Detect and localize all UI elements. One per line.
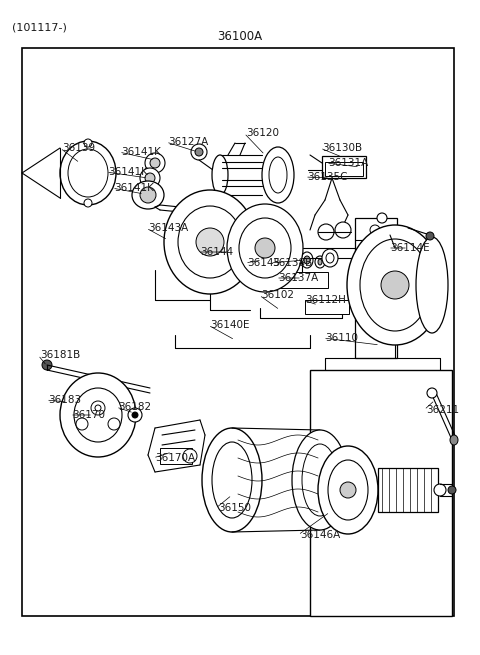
Ellipse shape (42, 360, 52, 370)
Bar (310, 370, 452, 616)
Text: 36120: 36120 (246, 128, 279, 138)
Text: 36112H: 36112H (305, 295, 346, 305)
Text: 36181B: 36181B (40, 350, 80, 360)
Ellipse shape (239, 218, 291, 278)
Ellipse shape (95, 405, 101, 411)
Ellipse shape (322, 249, 338, 267)
Ellipse shape (150, 158, 160, 168)
Ellipse shape (301, 252, 313, 268)
Text: 36170A: 36170A (155, 453, 195, 463)
Text: 36150: 36150 (218, 503, 251, 513)
Ellipse shape (427, 388, 437, 398)
Ellipse shape (60, 141, 116, 205)
Ellipse shape (318, 446, 378, 534)
Ellipse shape (164, 190, 256, 294)
Text: 36127A: 36127A (168, 137, 208, 147)
Ellipse shape (315, 256, 325, 268)
Bar (278, 272, 328, 288)
Ellipse shape (212, 155, 228, 195)
Ellipse shape (132, 412, 138, 418)
Ellipse shape (448, 486, 456, 494)
Text: (101117-): (101117-) (12, 22, 67, 32)
Text: 36144: 36144 (200, 247, 233, 257)
Ellipse shape (381, 271, 409, 299)
Ellipse shape (140, 187, 156, 203)
Text: 36100A: 36100A (217, 30, 263, 43)
Ellipse shape (84, 199, 92, 207)
Ellipse shape (377, 213, 387, 223)
Bar (322, 156, 366, 178)
Text: 36141K: 36141K (108, 167, 148, 177)
Ellipse shape (212, 442, 252, 518)
Ellipse shape (360, 239, 430, 331)
Text: 36137A: 36137A (278, 273, 318, 283)
Text: 36183: 36183 (48, 395, 81, 405)
Text: 36139: 36139 (62, 143, 95, 153)
Text: 36145: 36145 (247, 258, 280, 268)
Bar (325, 162, 363, 176)
Ellipse shape (227, 204, 303, 292)
Ellipse shape (145, 173, 155, 183)
Bar (355, 218, 397, 358)
Ellipse shape (426, 232, 434, 240)
Ellipse shape (202, 428, 262, 532)
Bar (305, 300, 349, 314)
Bar (22, 48, 454, 616)
Ellipse shape (178, 206, 242, 278)
Text: 36141K: 36141K (114, 183, 154, 193)
Ellipse shape (70, 399, 74, 405)
Text: 36131A: 36131A (328, 158, 368, 168)
Ellipse shape (68, 149, 108, 197)
Ellipse shape (318, 224, 334, 240)
Ellipse shape (67, 395, 77, 409)
Text: 36182: 36182 (118, 402, 151, 412)
Ellipse shape (269, 157, 287, 193)
Ellipse shape (302, 444, 338, 516)
Text: 36110: 36110 (325, 333, 358, 343)
Text: 36138B: 36138B (272, 258, 312, 268)
Ellipse shape (347, 225, 443, 345)
Ellipse shape (145, 153, 165, 173)
Ellipse shape (416, 237, 448, 333)
Ellipse shape (292, 430, 348, 530)
Text: 36130B: 36130B (322, 143, 362, 153)
Ellipse shape (328, 460, 368, 520)
Ellipse shape (335, 222, 351, 238)
Ellipse shape (60, 373, 136, 457)
Text: 36140E: 36140E (210, 320, 250, 330)
Text: 36211: 36211 (426, 405, 459, 415)
Text: 36143A: 36143A (148, 223, 188, 233)
Ellipse shape (91, 401, 105, 415)
Ellipse shape (318, 259, 322, 265)
Text: 36170: 36170 (72, 410, 105, 420)
Ellipse shape (140, 168, 160, 188)
Ellipse shape (434, 484, 446, 496)
Ellipse shape (370, 283, 380, 293)
Ellipse shape (304, 256, 310, 264)
Ellipse shape (326, 253, 334, 263)
Ellipse shape (128, 408, 142, 422)
Ellipse shape (195, 148, 203, 156)
Ellipse shape (191, 144, 207, 160)
Ellipse shape (108, 418, 120, 430)
Ellipse shape (340, 482, 356, 498)
Text: 36146A: 36146A (300, 530, 340, 540)
Bar (378, 468, 438, 512)
Ellipse shape (255, 238, 275, 258)
Text: 36135C: 36135C (307, 172, 348, 182)
Ellipse shape (76, 418, 88, 430)
Text: 36102: 36102 (261, 290, 294, 300)
Ellipse shape (370, 225, 380, 235)
Ellipse shape (196, 228, 224, 256)
Ellipse shape (132, 181, 164, 209)
Ellipse shape (84, 139, 92, 147)
Text: 36114E: 36114E (390, 243, 430, 253)
Text: 36141K: 36141K (121, 147, 161, 157)
Bar (160, 448, 192, 464)
Ellipse shape (262, 147, 294, 203)
Ellipse shape (74, 388, 122, 442)
Ellipse shape (183, 449, 197, 463)
Ellipse shape (450, 435, 458, 445)
